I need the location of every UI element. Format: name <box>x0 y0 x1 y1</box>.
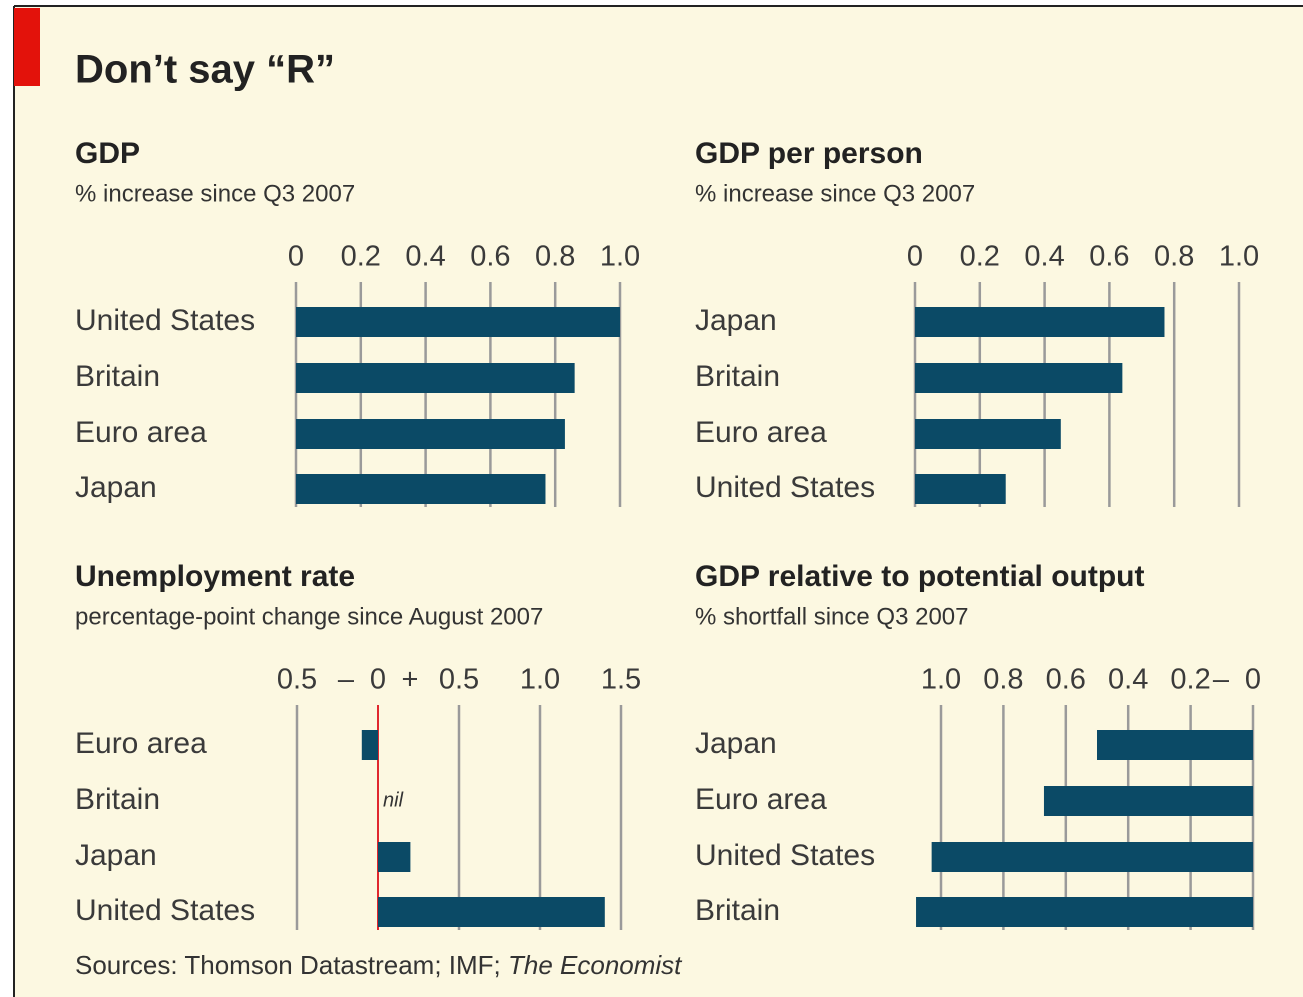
x-tick-label: 0.8 <box>535 241 575 273</box>
panel-title: GDP <box>75 137 140 170</box>
sign-label: + <box>402 664 419 696</box>
bar <box>378 897 605 927</box>
sign-label: – <box>1213 664 1230 696</box>
bar <box>296 474 546 504</box>
x-tick-label: 0 <box>907 241 923 273</box>
bar <box>916 897 1253 927</box>
bar <box>915 307 1165 337</box>
source-text: Sources: Thomson Datastream; IMF; <box>75 950 508 980</box>
panel-title: Unemployment rate <box>75 560 355 593</box>
x-tick-label: 0 <box>288 241 304 273</box>
x-tick-label: 0.4 <box>1024 241 1064 273</box>
bar <box>296 307 620 337</box>
x-tick-label: 0.4 <box>405 241 445 273</box>
panel-subtitle: % increase since Q3 2007 <box>75 180 355 207</box>
background <box>14 6 1303 997</box>
x-tick-label: 0.4 <box>1108 664 1148 696</box>
bar <box>915 474 1006 504</box>
category-label: Japan <box>695 727 777 760</box>
bar <box>1097 730 1253 760</box>
bar <box>378 842 411 872</box>
category-label: Euro area <box>75 416 207 449</box>
category-label: Japan <box>75 471 157 504</box>
category-label: Britain <box>695 894 780 927</box>
x-tick-label: 0.6 <box>1089 241 1129 273</box>
x-tick-label: 0.2 <box>341 241 381 273</box>
red-tag <box>14 8 40 86</box>
bar <box>296 363 575 393</box>
category-label: United States <box>695 839 875 872</box>
x-tick-label: 0.8 <box>1154 241 1194 273</box>
x-tick-label: 0.2 <box>960 241 1000 273</box>
source-italic: The Economist <box>508 950 683 980</box>
x-tick-label: 0.6 <box>470 241 510 273</box>
category-label: Euro area <box>695 416 827 449</box>
sign-label: – <box>338 664 355 696</box>
x-tick-label: 0.2 <box>1170 664 1210 696</box>
x-tick-label: 0.5 <box>277 664 317 696</box>
category-label: United States <box>695 471 875 504</box>
x-tick-label: 0 <box>370 664 386 696</box>
category-label: Britain <box>695 360 780 393</box>
bar <box>931 842 1253 872</box>
category-label: Britain <box>75 360 160 393</box>
x-tick-label: 1.0 <box>600 241 640 273</box>
x-tick-label: 1.0 <box>1219 241 1259 273</box>
category-label: Euro area <box>695 783 827 816</box>
x-tick-label: 0.8 <box>983 664 1023 696</box>
page-title: Don’t say “R” <box>75 48 335 92</box>
category-label: Japan <box>695 304 777 337</box>
bar <box>361 730 378 760</box>
x-tick-label: 1.5 <box>601 664 641 696</box>
x-tick-label: 0.6 <box>1046 664 1086 696</box>
value-label: nil <box>383 789 404 811</box>
x-tick-label: 0.5 <box>439 664 479 696</box>
source: Sources: Thomson Datastream; IMF; The Ec… <box>75 950 683 980</box>
category-label: Britain <box>75 783 160 816</box>
bar <box>915 363 1123 393</box>
panel-subtitle: % shortfall since Q3 2007 <box>695 603 968 630</box>
panel-subtitle: % increase since Q3 2007 <box>695 180 975 207</box>
bar <box>915 419 1061 449</box>
category-label: Euro area <box>75 727 207 760</box>
category-label: Japan <box>75 839 157 872</box>
x-tick-label: 1.0 <box>520 664 560 696</box>
category-label: United States <box>75 894 255 927</box>
panel-subtitle: percentage-point change since August 200… <box>75 603 543 630</box>
category-label: United States <box>75 304 255 337</box>
x-tick-label: 1.0 <box>921 664 961 696</box>
x-tick-label: 0 <box>1245 664 1261 696</box>
panel-title: GDP per person <box>695 137 923 170</box>
panel-title: GDP relative to potential output <box>695 560 1144 593</box>
bar <box>296 419 565 449</box>
bar <box>1043 786 1253 816</box>
